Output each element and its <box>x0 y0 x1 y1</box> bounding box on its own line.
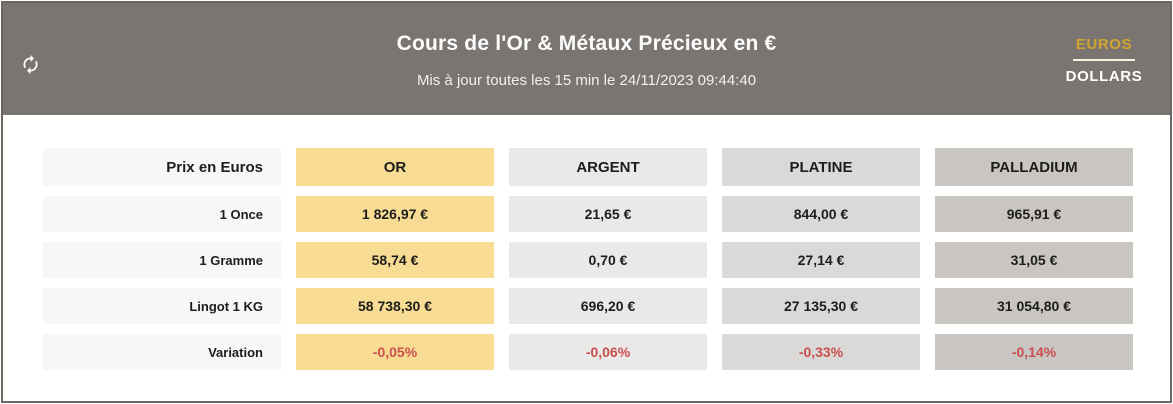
price-cell-palladium: 31 054,80 € <box>935 288 1133 324</box>
price-table: Prix en Euros OR ARGENT PLATINE PALLADIUM 1 … <box>43 148 1170 370</box>
refresh-button[interactable] <box>17 51 43 77</box>
row-label-variation: Variation <box>43 334 281 370</box>
row-label-1-once: 1 Once <box>43 196 281 232</box>
price-cell-or: 58,74 € <box>296 242 494 278</box>
corner-label: Prix en Euros <box>43 148 281 186</box>
variation-cell-platine: -0,33% <box>722 334 920 370</box>
variation-cell-or: -0,05% <box>296 334 494 370</box>
price-cell-or: 1 826,97 € <box>296 196 494 232</box>
column-header-or: OR <box>296 148 494 186</box>
price-cell-argent: 21,65 € <box>509 196 707 232</box>
column-header-argent: ARGENT <box>509 148 707 186</box>
toggle-divider <box>1073 59 1135 61</box>
variation-cell-argent: -0,06% <box>509 334 707 370</box>
row-label-lingot-1-kg: Lingot 1 KG <box>43 288 281 324</box>
page-title: Cours de l'Or & Métaux Précieux en € <box>396 32 777 55</box>
currency-option-euros[interactable]: EUROS <box>1075 36 1133 53</box>
refresh-icon <box>20 54 41 75</box>
price-cell-palladium: 965,91 € <box>935 196 1133 232</box>
price-cell-or: 58 738,30 € <box>296 288 494 324</box>
column-header-palladium: PALLADIUM <box>935 148 1133 186</box>
row-label-1-gramme: 1 Gramme <box>43 242 281 278</box>
price-cell-argent: 0,70 € <box>509 242 707 278</box>
price-cell-platine: 844,00 € <box>722 196 920 232</box>
variation-cell-palladium: -0,14% <box>935 334 1133 370</box>
price-cell-platine: 27,14 € <box>722 242 920 278</box>
widget-header: Cours de l'Or & Métaux Précieux en € Mis… <box>3 3 1170 115</box>
price-cell-argent: 696,20 € <box>509 288 707 324</box>
last-updated-text: Mis à jour toutes les 15 min le 24/11/20… <box>416 72 757 89</box>
currency-option-dollars[interactable]: DOLLARS <box>1065 68 1143 85</box>
column-header-platine: PLATINE <box>722 148 920 186</box>
price-cell-platine: 27 135,30 € <box>722 288 920 324</box>
price-table-area: Prix en Euros OR ARGENT PLATINE PALLADIUM 1 … <box>3 115 1170 370</box>
price-cell-palladium: 31,05 € <box>935 242 1133 278</box>
currency-toggle: EUROS DOLLARS <box>1065 36 1143 85</box>
